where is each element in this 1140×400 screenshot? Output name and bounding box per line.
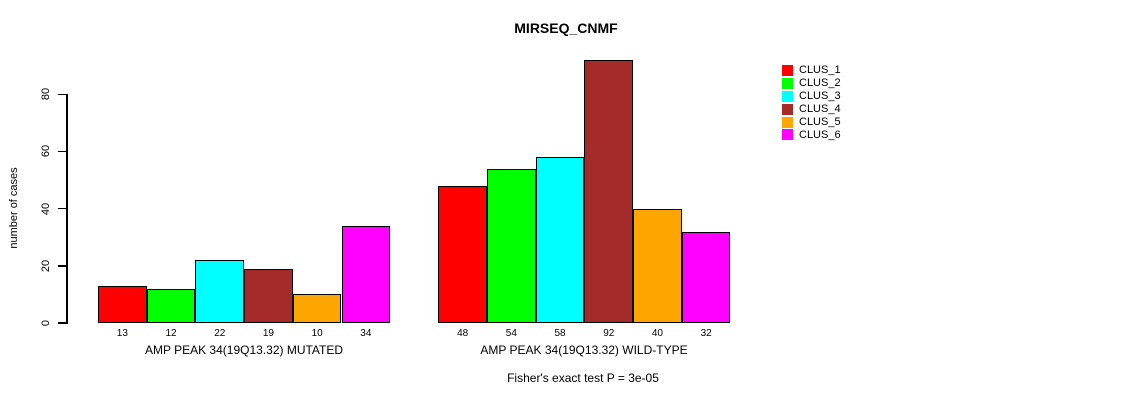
bar-value-label: 19 [262, 328, 274, 339]
legend-row-clus_4: CLUS_4 [782, 103, 841, 116]
legend-swatch-icon [782, 103, 793, 115]
legend-swatch-icon [782, 90, 793, 102]
y-axis-tick [58, 322, 66, 324]
y-axis-tick-label: 0 [40, 319, 52, 327]
bar-clus_4-group2 [584, 59, 634, 323]
legend-label: CLUS_4 [799, 103, 841, 116]
legend-swatch-icon [782, 77, 793, 89]
bar-value-label: 54 [505, 328, 517, 339]
bar-value-label: 48 [457, 328, 469, 339]
y-axis-tick-label: 60 [40, 145, 52, 158]
bar-clus_6-group2 [681, 231, 731, 323]
legend-row-clus_1: CLUS_1 [782, 64, 841, 77]
legend-label: CLUS_1 [799, 64, 841, 77]
y-axis-tick-label: 20 [40, 259, 52, 272]
legend-row-clus_2: CLUS_2 [782, 77, 841, 90]
y-axis-tick [58, 207, 66, 210]
bar-clus_6-group1 [341, 225, 391, 323]
bar-value-label: 13 [116, 328, 128, 339]
bar-clus_2-group1 [146, 288, 196, 323]
bar-value-label: 22 [214, 328, 226, 339]
bar-clus_3-group2 [535, 157, 585, 323]
legend-row-clus_3: CLUS_3 [782, 90, 841, 103]
legend-label: CLUS_6 [799, 128, 841, 141]
legend-row-clus_5: CLUS_5 [782, 116, 841, 129]
legend-label: CLUS_2 [799, 77, 841, 90]
bar-value-label: 10 [311, 328, 323, 339]
y-axis-tick [58, 265, 66, 267]
bar-clus_5-group2 [633, 208, 682, 323]
bar-clus_1-group2 [438, 185, 487, 323]
bar-clus_3-group1 [195, 260, 245, 323]
legend-swatch-icon [782, 129, 793, 141]
y-axis-line [66, 94, 68, 324]
legend-swatch-icon [782, 116, 793, 128]
legend-label: CLUS_3 [799, 90, 841, 103]
bar-clus_5-group1 [292, 294, 342, 323]
bar-value-label: 40 [651, 328, 663, 339]
y-axis-tick [58, 93, 66, 96]
y-axis-tick [58, 150, 66, 153]
chart-title: MIRSEQ_CNMF [514, 20, 618, 36]
bar-value-label: 32 [700, 328, 712, 339]
group-label-wild-type: AMP PEAK 34(19Q13.32) WILD-TYPE [480, 343, 688, 357]
group-label-mutated: AMP PEAK 34(19Q13.32) MUTATED [144, 343, 344, 357]
bar-clus_1-group1 [98, 285, 147, 323]
legend-label: CLUS_5 [799, 116, 841, 128]
bar-value-label: 58 [554, 328, 566, 339]
bar-clus_4-group1 [244, 268, 293, 323]
bar-value-label: 34 [360, 328, 372, 339]
legend-row-clus_6: CLUS_6 [782, 128, 841, 141]
y-axis-title: number of cases [8, 167, 20, 249]
legend: CLUS_1 CLUS_2 CLUS_3 CLUS_4 CLUS_5 CLUS_6 [782, 64, 841, 141]
bar-value-label: 12 [165, 328, 177, 339]
y-axis-tick-label: 80 [40, 88, 52, 101]
bar-clus_2-group2 [487, 168, 536, 323]
legend-swatch-icon [782, 64, 793, 76]
fisher-test-footnote: Fisher's exact test P = 3e-05 [507, 371, 659, 385]
bar-value-label: 92 [603, 328, 615, 339]
y-axis-tick-label: 40 [40, 202, 52, 215]
